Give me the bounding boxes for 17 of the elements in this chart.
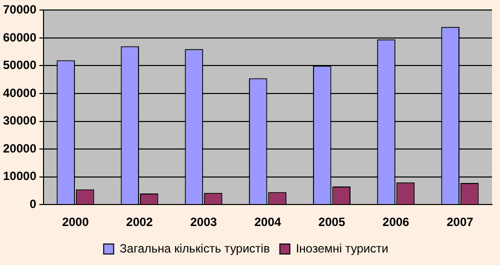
x-tick-label: 2005	[318, 215, 346, 230]
y-tick-label: 10000	[2, 169, 37, 184]
y-tick-label: 50000	[2, 58, 37, 72]
x-tick-label: 2002	[126, 215, 154, 230]
y-tick-label: 70000	[2, 2, 37, 17]
y-tick-label: 30000	[2, 114, 37, 128]
y-tick-label: 40000	[2, 86, 37, 100]
legend-label: Іноземні туристи	[296, 241, 388, 256]
x-tick-label: 2007	[446, 215, 474, 230]
x-tick-label: 2003	[190, 215, 218, 230]
legend-label: Загальна кількість туристів	[120, 241, 270, 256]
y-tick-label: 0	[30, 196, 37, 211]
y-tick-label: 20000	[2, 141, 37, 156]
y-tick-label: 60000	[2, 30, 37, 44]
x-tick-label: 2004	[254, 215, 282, 230]
x-tick-label: 2000	[62, 215, 90, 230]
x-tick-label: 2006	[382, 215, 410, 230]
